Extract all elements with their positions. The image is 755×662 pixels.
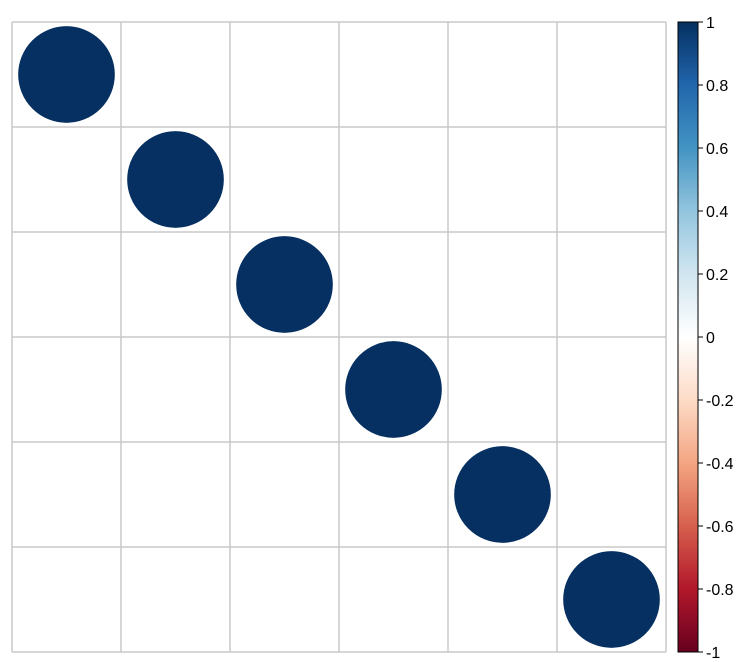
matrix-cell xyxy=(12,127,121,232)
colorbar-tick-label: 0 xyxy=(706,330,715,347)
colorbar-tick-label: -1 xyxy=(706,645,720,662)
matrix-cell xyxy=(448,547,557,652)
colorbar-tick-label: -0.4 xyxy=(706,456,734,473)
matrix-cell xyxy=(230,547,339,652)
colorbar-tick-label: -0.2 xyxy=(706,393,734,410)
matrix-cell xyxy=(339,127,448,232)
matrix-cell xyxy=(230,127,339,232)
colorbar-tick-label: -0.8 xyxy=(706,582,734,599)
matrix-cell xyxy=(557,127,666,232)
matrix-cell xyxy=(230,22,339,127)
correlation-circle xyxy=(453,445,552,544)
matrix-cell xyxy=(121,442,230,547)
matrix-cell xyxy=(448,127,557,232)
correlation-circle xyxy=(235,235,334,334)
matrix-cell xyxy=(230,337,339,442)
colorbar: 1 0.8 0.6 0.4 0.2 0 -0.2 -0.4 -0.6 -0.8 -1 xyxy=(677,15,734,662)
colorbar-tick-label: -0.6 xyxy=(706,519,734,536)
correlation-circle xyxy=(17,25,116,124)
colorbar-tick-label: 0.8 xyxy=(706,78,728,95)
matrix-cell xyxy=(12,232,121,337)
matrix-cell xyxy=(121,547,230,652)
matrix-cell xyxy=(12,442,121,547)
matrix-cell xyxy=(121,22,230,127)
colorbar-tick-label: 0.2 xyxy=(706,267,728,284)
matrix-cell xyxy=(230,442,339,547)
matrix-cell xyxy=(448,22,557,127)
matrix-cell xyxy=(339,442,448,547)
correlation-circle xyxy=(344,340,443,439)
colorbar-tick-label: 0.6 xyxy=(706,141,728,158)
matrix-cell xyxy=(557,22,666,127)
colorbar-tick-label: 1 xyxy=(706,15,715,32)
matrix-cell xyxy=(121,337,230,442)
matrix-cell xyxy=(121,232,230,337)
matrix-cell xyxy=(557,442,666,547)
matrix-grid xyxy=(11,21,667,653)
matrix-cell xyxy=(12,337,121,442)
correlation-circles xyxy=(17,25,661,649)
matrix-cell xyxy=(339,232,448,337)
matrix-cell xyxy=(557,232,666,337)
matrix-cell xyxy=(12,547,121,652)
matrix-cell xyxy=(339,547,448,652)
colorbar-tick-label: 0.4 xyxy=(706,204,728,221)
matrix-cell xyxy=(339,22,448,127)
correlation-circle xyxy=(126,130,225,229)
colorbar-gradient xyxy=(677,21,699,653)
correlation-circle xyxy=(562,550,661,649)
matrix-cell xyxy=(448,232,557,337)
matrix-cell xyxy=(557,337,666,442)
matrix-cell xyxy=(448,337,557,442)
